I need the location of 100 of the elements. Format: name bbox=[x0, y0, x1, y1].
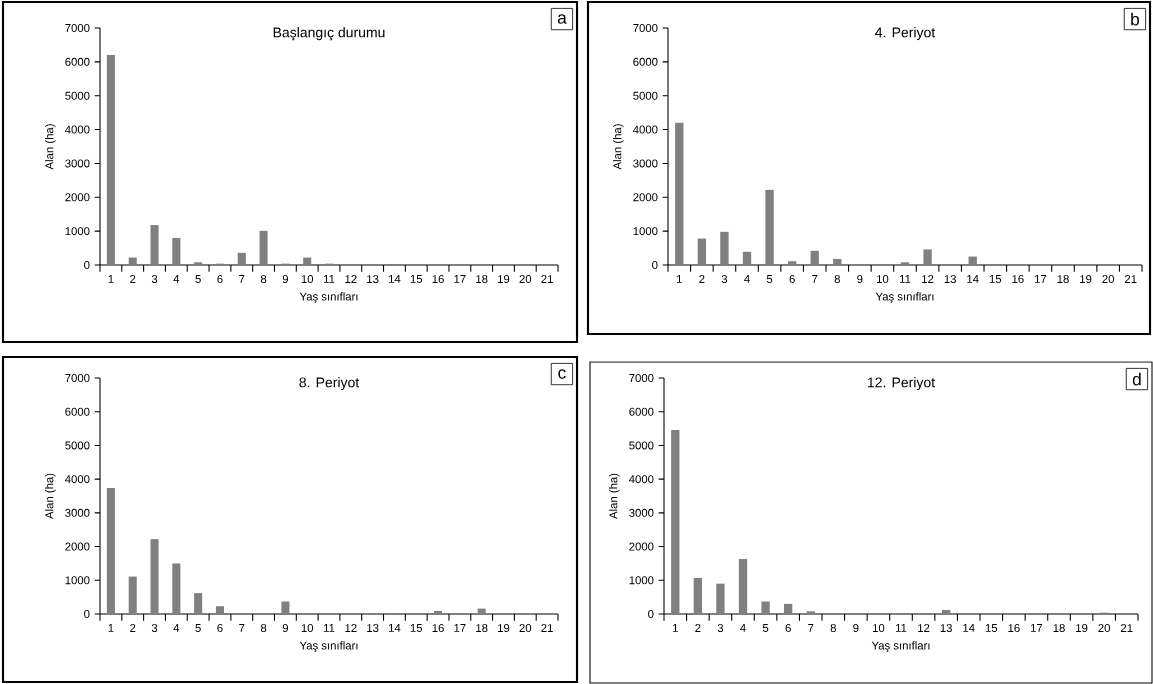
x-tick-label: 14 bbox=[388, 275, 401, 283]
x-tick-label: 18 bbox=[476, 624, 488, 633]
bar bbox=[923, 249, 932, 265]
y-axis-title: Alan (ha) bbox=[609, 473, 620, 519]
bar bbox=[434, 610, 443, 614]
bar bbox=[172, 237, 181, 265]
bar bbox=[900, 262, 910, 265]
x-tick-label: 10 bbox=[301, 275, 314, 284]
bar bbox=[833, 258, 842, 265]
y-tick-label: 3000 bbox=[629, 508, 654, 517]
x-tick-label: 11 bbox=[899, 275, 911, 283]
x-tick-label: 13 bbox=[940, 624, 952, 633]
x-axis-title: Yaş sınıfları bbox=[299, 641, 358, 652]
x-tick-label: 7 bbox=[812, 275, 818, 283]
x-tick-label: 15 bbox=[410, 275, 423, 283]
bar bbox=[806, 611, 815, 614]
x-tick-label: 6 bbox=[217, 624, 223, 633]
x-tick-label: 6 bbox=[217, 275, 223, 284]
y-tick-label: 2000 bbox=[65, 542, 90, 551]
x-tick-label: 14 bbox=[967, 275, 979, 283]
x-tick-label: 15 bbox=[989, 275, 1002, 283]
bar bbox=[716, 583, 725, 614]
y-tick-label: 7000 bbox=[65, 24, 90, 33]
x-tick-label: 8 bbox=[834, 275, 840, 284]
x-tick-label: 20 bbox=[519, 624, 532, 633]
y-tick-label: 1000 bbox=[633, 227, 658, 236]
y-tick-label: 0 bbox=[652, 260, 658, 269]
x-tick-label: 20 bbox=[1098, 624, 1110, 633]
y-tick-label: 5000 bbox=[65, 441, 90, 450]
y-tick-label: 3000 bbox=[65, 159, 90, 168]
x-tick-label: 11 bbox=[895, 624, 907, 632]
x-tick-label: 14 bbox=[963, 624, 975, 632]
y-tick-label: 4000 bbox=[65, 475, 90, 484]
x-tick-label: 4 bbox=[173, 275, 180, 283]
chart-title: 8. Periyot bbox=[299, 377, 360, 391]
x-tick-label: 12 bbox=[922, 275, 934, 283]
bar bbox=[128, 576, 137, 614]
x-tick-label: 9 bbox=[857, 275, 863, 284]
y-tick-label: 7000 bbox=[65, 374, 90, 383]
x-tick-label: 7 bbox=[239, 275, 245, 283]
x-tick-label: 9 bbox=[282, 624, 289, 633]
x-tick-label: 5 bbox=[762, 624, 769, 632]
x-tick-label: 17 bbox=[1030, 624, 1043, 632]
x-tick-label: 18 bbox=[1053, 624, 1065, 633]
y-tick-label: 1000 bbox=[629, 576, 654, 585]
y-tick-label: 4000 bbox=[629, 475, 654, 484]
x-tick-label: 8 bbox=[830, 624, 836, 633]
x-tick-label: 21 bbox=[1124, 275, 1137, 283]
x-tick-label: 17 bbox=[454, 624, 466, 632]
x-axis-title: Yaş sınıfları bbox=[871, 641, 930, 652]
y-tick-label: 0 bbox=[648, 609, 654, 618]
x-tick-label: 19 bbox=[1076, 624, 1088, 633]
x-tick-label: 2 bbox=[699, 275, 705, 283]
bar bbox=[237, 252, 246, 265]
bar bbox=[675, 122, 684, 265]
x-tick-label: 17 bbox=[454, 275, 466, 283]
x-tick-label: 9 bbox=[282, 275, 289, 284]
x-tick-label: 21 bbox=[1120, 624, 1133, 632]
y-tick-label: 7000 bbox=[629, 374, 654, 383]
x-tick-label: 6 bbox=[785, 624, 791, 633]
bar bbox=[150, 539, 159, 614]
x-tick-label: 11 bbox=[323, 624, 335, 632]
x-tick-label: 16 bbox=[1008, 624, 1020, 633]
text: c bbox=[558, 369, 566, 379]
x-tick-label: 9 bbox=[853, 624, 859, 633]
x-tick-label: 19 bbox=[1080, 275, 1092, 284]
y-tick-label: 2000 bbox=[633, 193, 658, 202]
x-tick-label: 12 bbox=[918, 624, 930, 632]
y-axis-title: Alan (ha) bbox=[613, 124, 624, 170]
x-tick-label: 13 bbox=[367, 275, 379, 284]
x-tick-label: 5 bbox=[766, 275, 773, 283]
x-tick-label: 19 bbox=[498, 275, 510, 284]
bar bbox=[810, 250, 819, 265]
x-tick-label: 3 bbox=[721, 275, 728, 284]
bar bbox=[281, 601, 290, 614]
bar bbox=[106, 55, 115, 265]
x-tick-label: 12 bbox=[345, 275, 357, 283]
x-tick-label: 7 bbox=[808, 624, 814, 632]
x-tick-label: 1 bbox=[108, 624, 114, 632]
bar bbox=[259, 230, 268, 265]
bar bbox=[941, 609, 951, 614]
chart-title: 12. Periyot bbox=[867, 377, 935, 391]
bar bbox=[720, 231, 729, 265]
x-tick-label: 3 bbox=[151, 624, 158, 633]
x-tick-label: 18 bbox=[1057, 275, 1069, 284]
x-tick-label: 19 bbox=[498, 624, 510, 633]
bar bbox=[106, 487, 115, 614]
bar bbox=[194, 593, 203, 614]
text: a bbox=[557, 14, 567, 24]
y-tick-label: 6000 bbox=[65, 57, 90, 66]
y-tick-label: 0 bbox=[84, 260, 90, 269]
bar bbox=[172, 563, 181, 614]
x-axis-title: Yaş sınıfları bbox=[299, 292, 358, 303]
x-tick-label: 5 bbox=[195, 275, 201, 283]
annotation: d bbox=[1132, 372, 1141, 386]
bar bbox=[787, 261, 797, 265]
x-tick-label: 11 bbox=[323, 275, 335, 283]
x-tick-label: 5 bbox=[195, 624, 201, 632]
x-tick-label: 21 bbox=[541, 624, 553, 632]
bar bbox=[215, 606, 224, 614]
